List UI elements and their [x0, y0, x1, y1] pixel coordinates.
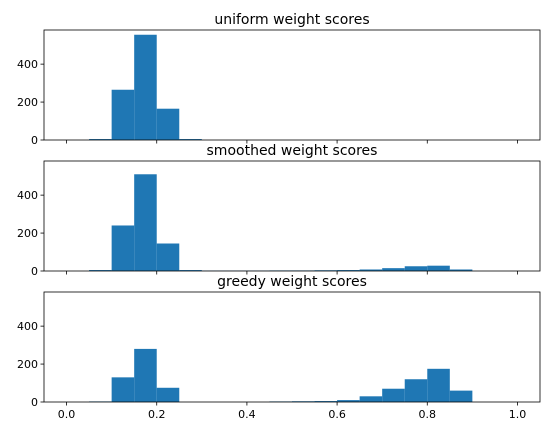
- histogram-bar: [111, 89, 135, 140]
- histogram-bar: [359, 269, 383, 271]
- chart-title: smoothed weight scores: [207, 143, 378, 159]
- histogram-bar: [111, 377, 135, 402]
- y-tick-label: 200: [17, 227, 38, 240]
- histogram-bar: [179, 270, 202, 271]
- x-tick-label: 0.4: [238, 408, 256, 421]
- histogram-bar: [156, 108, 180, 140]
- axes-frame: [43, 291, 541, 403]
- histogram-bar: [404, 266, 428, 271]
- histogram-bar: [337, 400, 360, 402]
- histogram-bar: [134, 174, 157, 271]
- smoothed-weight-histogram: smoothed weight scores 0 200 400: [17, 143, 541, 278]
- y-tick-label: 0: [31, 265, 38, 278]
- uniform-weight-histogram: uniform weight scores 0 200 400: [17, 12, 541, 147]
- y-tick-label: 400: [17, 58, 38, 71]
- histogram-bar: [449, 390, 473, 402]
- chart-title: greedy weight scores: [217, 274, 367, 290]
- x-tick-label: 0.8: [419, 408, 437, 421]
- greedy-weight-histogram: greedy weight scores 0 200 400 0.0 0.2 0.4 0.6…: [17, 274, 541, 421]
- histogram-bar: [382, 268, 405, 271]
- x-tick-label: 0.6: [328, 408, 346, 421]
- x-tick-label: 0.2: [148, 408, 166, 421]
- histogram-bar: [156, 387, 180, 402]
- histogram-bar: [427, 265, 450, 271]
- histogram-bar: [359, 396, 383, 402]
- chart-title: uniform weight scores: [214, 12, 369, 28]
- x-tick-label: 1.0: [509, 408, 527, 421]
- y-tick-label: 200: [17, 96, 38, 109]
- histogram-bar: [382, 388, 405, 402]
- y-tick-label: 400: [17, 320, 38, 333]
- histogram-bar: [134, 348, 157, 402]
- axes-frame: [43, 160, 541, 272]
- histogram-bar: [427, 368, 450, 402]
- histogram-bar: [134, 34, 157, 140]
- y-tick-label: 0: [31, 134, 38, 147]
- histogram-bar: [89, 139, 112, 140]
- axes-frame: [43, 29, 541, 141]
- x-tick-label: 0.0: [58, 408, 76, 421]
- histogram-bar: [89, 270, 112, 271]
- histogram-bar: [156, 243, 180, 271]
- y-tick-label: 200: [17, 358, 38, 371]
- y-tick-label: 0: [31, 396, 38, 409]
- histogram-bar: [337, 270, 360, 271]
- histogram-bar: [449, 269, 473, 271]
- histogram-bar: [179, 139, 202, 140]
- histogram-bar: [404, 379, 428, 402]
- y-tick-label: 400: [17, 189, 38, 202]
- histogram-bar: [314, 401, 338, 402]
- histogram-bar: [111, 225, 135, 271]
